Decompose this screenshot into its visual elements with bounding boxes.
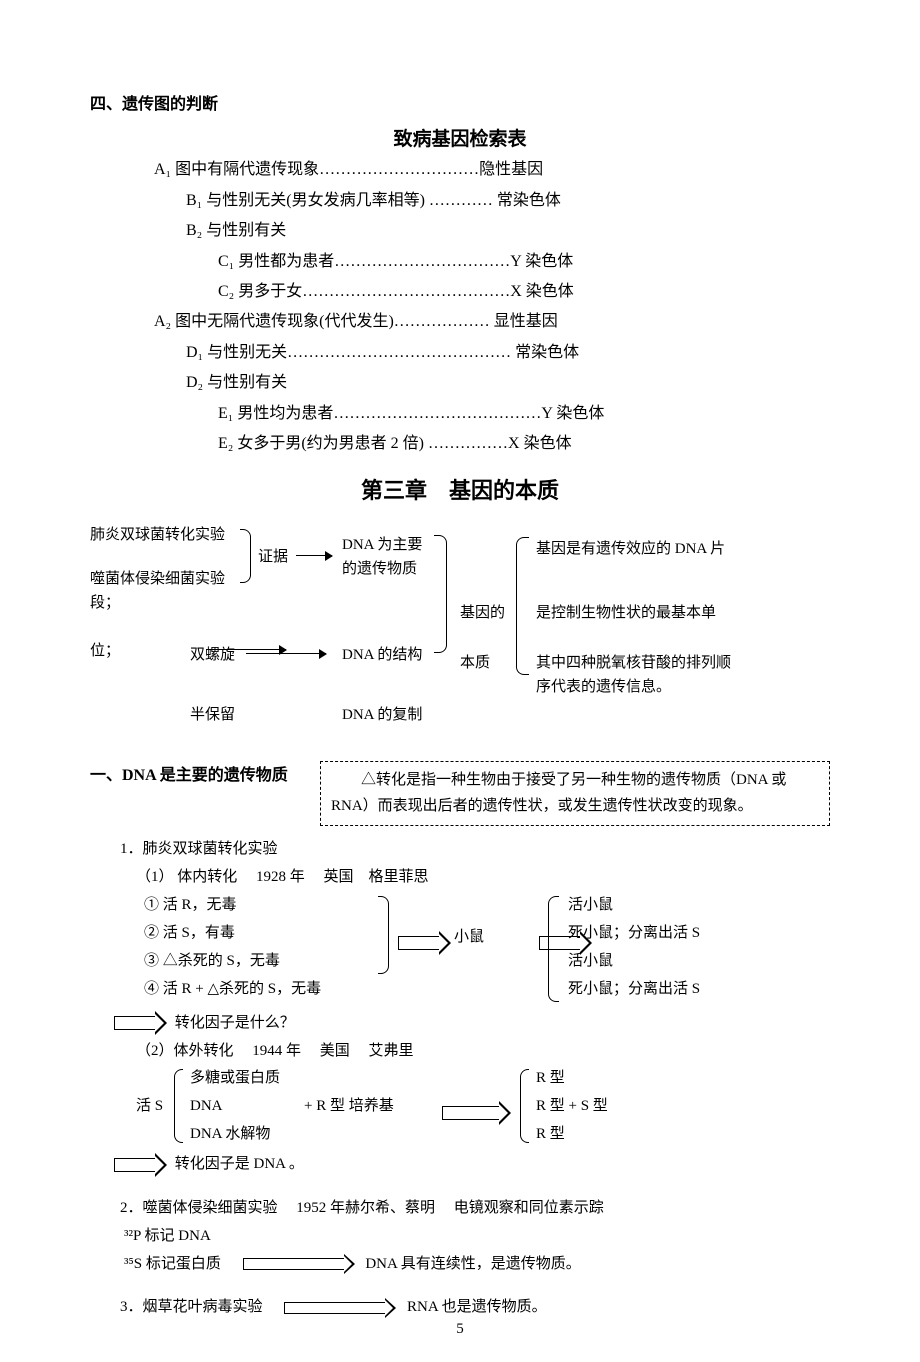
- p2-l1: ³²P 标记 DNA: [124, 1223, 830, 1251]
- brace-icon: [520, 1069, 529, 1143]
- dg-g1: 基因是有遗传效应的 DNA 片: [536, 537, 725, 561]
- dg-dna-struct: DNA 的结构: [342, 643, 422, 667]
- key-B1: B₁ 与性别无关(男女发病几率相等) ………… 常染色体: [90, 186, 830, 216]
- key-D1: D₁ 与性别无关…………………………………… 常染色体: [90, 338, 830, 368]
- dg-g3: 其中四种脱氧核苷酸的排列顺: [536, 651, 731, 675]
- table-title: 致病基因检索表: [90, 124, 830, 151]
- key-B2: B₂ 与性别有关: [90, 216, 830, 246]
- brace-icon: [434, 535, 447, 653]
- hollow-arrow-icon: [398, 936, 439, 950]
- arrow-icon: [296, 555, 332, 556]
- hollow-arrow-icon: [284, 1302, 385, 1314]
- p1-o3: R 型: [536, 1121, 565, 1149]
- hollow-arrow-icon: [114, 1158, 155, 1172]
- p1-r3: 活小鼠: [568, 948, 613, 976]
- dg-dna-main2: 的遗传物质: [342, 557, 417, 581]
- key-E2: E₂ 女多于男(约为男患者 2 倍) ……………X 染色体: [90, 429, 830, 459]
- hollow-arrow-icon: [114, 1016, 155, 1030]
- p1-s3: DNA 水解物: [190, 1121, 270, 1149]
- p1-s-pre: 活 S: [136, 1093, 163, 1121]
- dg-zhengju: 证据: [258, 545, 288, 569]
- concept-diagram: 肺炎双球菌转化实验 噬菌体侵染细菌实验 段； 位； 证据 DNA 为主要 的遗传…: [90, 523, 830, 743]
- dg-exp1: 肺炎双球菌转化实验: [90, 523, 225, 547]
- dg-g2: 是控制生物性状的最基本单: [536, 601, 716, 625]
- dg-shuangluoxuan: 双螺旋: [190, 643, 235, 667]
- dg-benzhi: 本质: [460, 651, 490, 675]
- p1-question: 转化因子是什么？: [175, 1015, 295, 1031]
- p2-result: DNA 具有连续性，是遗传物质。: [365, 1256, 580, 1272]
- section-4-title: 四、遗传图的判断: [90, 90, 830, 120]
- key-A1: A₁ 图中有隔代遗传现象…………………………隐性基因: [90, 155, 830, 185]
- p2-heading: 2．噬菌体侵染细菌实验 1952 年赫尔希、蔡明 电镜观察和同位素示踪: [120, 1195, 830, 1223]
- p1-o1: R 型: [536, 1065, 565, 1093]
- brace-icon: [174, 1069, 183, 1143]
- p1-t2: （2）体外转化 1944 年 美国 艾弗里: [136, 1038, 830, 1066]
- p1-s1: 多糖或蛋白质: [190, 1065, 280, 1093]
- p1-conclusion: 转化因子是 DNA 。: [175, 1156, 304, 1172]
- page-number: 5: [0, 1321, 920, 1338]
- dg-g4: 序代表的遗传信息。: [536, 675, 671, 699]
- p1-l1: ① 活 R，无毒: [144, 892, 237, 920]
- p1-s2: DNA: [190, 1093, 223, 1121]
- definition-text: △转化是指一种生物由于接受了另一种生物的遗传物质（DNA 或 RNA）而表现出后…: [331, 772, 786, 814]
- p1-mid: + R 型 培养基: [304, 1093, 394, 1121]
- p1-l3: ③ △杀死的 S，无毒: [144, 948, 280, 976]
- definition-box: △转化是指一种生物由于接受了另一种生物的遗传物质（DNA 或 RNA）而表现出后…: [320, 761, 830, 826]
- brace-icon: [548, 896, 559, 1002]
- section-1-title: 一、DNA 是主要的遗传物质: [90, 761, 300, 785]
- p1-l2: ② 活 S，有毒: [144, 920, 235, 948]
- hollow-arrow-icon: [442, 1106, 499, 1120]
- dg-dna-copy: DNA 的复制: [342, 703, 422, 727]
- p1-r4: 死小鼠；分离出活 S: [568, 976, 700, 1004]
- brace-icon: [516, 537, 529, 675]
- dg-exp2: 噬菌体侵染细菌实验: [90, 567, 225, 591]
- hollow-arrow-icon: [243, 1258, 344, 1270]
- brace-icon: [240, 529, 251, 583]
- chapter-title: 第三章 基因的本质: [90, 473, 830, 505]
- dg-wei: 位；: [90, 639, 120, 663]
- p1-heading: 1．肺炎双球菌转化实验: [120, 836, 830, 864]
- key-D2: D₂ 与性别有关: [90, 368, 830, 398]
- p1-l4: ④ 活 R + △杀死的 S，无毒: [144, 976, 321, 1004]
- key-A2: A₂ 图中无隔代遗传现象(代代发生)……………… 显性基因: [90, 307, 830, 337]
- p1-r1: 活小鼠: [568, 892, 613, 920]
- key-C2: C₂ 男多于女…………………………………X 染色体: [90, 277, 830, 307]
- dg-duan: 段；: [90, 591, 120, 615]
- p1-o2: R 型 + S 型: [536, 1093, 608, 1121]
- p1-t1: （1） 体内转化 1928 年 英国 格里菲思: [136, 864, 830, 892]
- arrow-icon: [246, 653, 326, 654]
- dg-jiyinde: 基因的: [460, 601, 505, 625]
- dg-banbaoliu: 半保留: [190, 703, 235, 727]
- brace-icon: [378, 896, 389, 974]
- key-C1: C₁ 男性都为患者……………………………Y 染色体: [90, 247, 830, 277]
- key-E1: E₁ 男性均为患者…………………………………Y 染色体: [90, 399, 830, 429]
- dg-dna-main1: DNA 为主要: [342, 533, 422, 557]
- p1-mouse: 小鼠: [454, 924, 484, 952]
- p2-l2: ³⁵S 标记蛋白质: [124, 1256, 221, 1272]
